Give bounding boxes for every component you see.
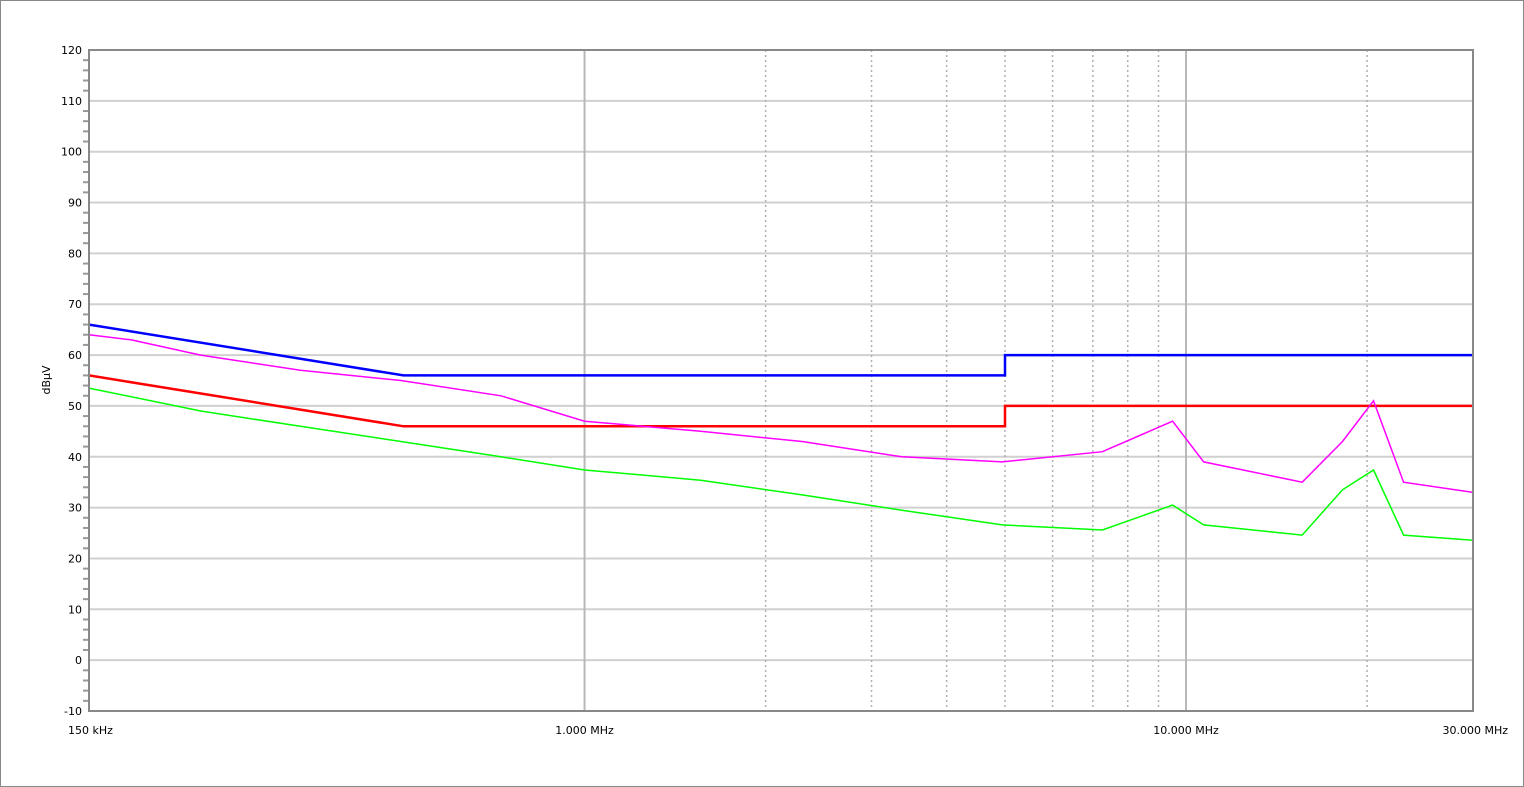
x-tick-label: 1.000 MHz <box>555 724 614 737</box>
y-axis-label: dBµV <box>40 365 53 395</box>
x-tick-label: 150 kHz <box>68 724 113 737</box>
plot-border <box>88 49 1474 712</box>
x-tick-label: 30.000 MHz <box>1442 724 1508 737</box>
y-tick-label: 100 <box>61 146 82 159</box>
x-tick-label: 10.000 MHz <box>1153 724 1219 737</box>
y-tick-label: 120 <box>61 44 82 57</box>
y-tick-label: 60 <box>68 349 82 362</box>
y-tick-label: 30 <box>68 502 82 515</box>
avg-limit-line <box>88 374 1473 428</box>
peak-trace <box>88 333 1474 494</box>
y-tick-label: 20 <box>68 552 82 565</box>
y-tick-label: 50 <box>68 400 82 413</box>
y-tick-label: 10 <box>68 603 82 616</box>
y-tick-label: -10 <box>64 705 82 718</box>
y-tick-label: 110 <box>61 95 82 108</box>
y-tick-label: 90 <box>68 197 82 210</box>
y-tick-label: 40 <box>68 451 82 464</box>
qp-limit-line <box>88 323 1473 377</box>
y-tick-label: 70 <box>68 298 82 311</box>
y-tick-label: 0 <box>75 654 82 667</box>
average-trace <box>88 387 1474 541</box>
y-tick-label: 80 <box>68 247 82 260</box>
